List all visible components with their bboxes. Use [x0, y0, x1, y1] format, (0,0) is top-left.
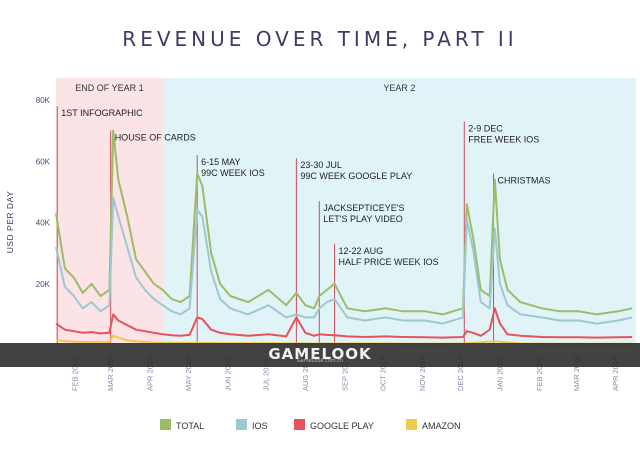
annotation-text-0-0: 1ST INFOGRAPHIC: [61, 108, 143, 118]
legend-label-1: IOS: [252, 421, 268, 431]
period-header-0: [56, 78, 163, 96]
annotation-text-6-0: 2-9 DEC: [468, 123, 503, 133]
annotation-text-3-1: 99C WEEK GOOGLE PLAY: [300, 171, 412, 181]
series-line-google-play: [55, 307, 633, 339]
legend-swatch-3: [406, 419, 417, 430]
annotation-text-7-0: CHRISTMAS: [498, 176, 551, 186]
period-header-1: [162, 78, 636, 96]
period-label-1: YEAR 2: [383, 83, 415, 93]
period-label-0: END OF YEAR 1: [75, 83, 143, 93]
annotation-text-2-0: 6-15 MAY: [201, 157, 240, 167]
x-tick-label-1: MAR 2015: [106, 356, 115, 391]
x-tick-label-12: FEB 2016: [535, 358, 544, 391]
x-tick-label-6: AUG 2015: [301, 356, 310, 391]
legend-swatch-1: [236, 419, 247, 430]
x-tick-label-11: JAN 2016: [495, 358, 504, 391]
annotation-text-4-1: LET'S PLAY VIDEO: [323, 214, 402, 224]
x-tick-label-9: NOV 2015: [418, 356, 427, 391]
x-tick-label-5: JUL 2015: [261, 359, 270, 391]
x-tick-label-13: MAR 2016: [572, 356, 581, 391]
chart-title: REVENUE OVER TIME, PART II: [122, 27, 518, 51]
series-line-ios: [55, 197, 633, 325]
y-tick-label-1: 40K: [36, 219, 51, 228]
x-tick-label-4: JUN 2015: [223, 358, 232, 391]
legend-label-2: GOOGLE PLAY: [310, 421, 374, 431]
annotation-text-5-1: HALF PRICE WEEK IOS: [339, 257, 439, 267]
x-tick-label-0: FEB 2015: [71, 358, 80, 391]
x-tick-label-8: OCT 2015: [378, 357, 387, 391]
y-tick-label-3: 80K: [36, 96, 51, 105]
x-tick-label-10: DEC 2015: [456, 356, 465, 391]
legend-swatch-2: [294, 419, 305, 430]
legend-label-3: AMAZON: [422, 421, 461, 431]
annotation-text-6-1: FREE WEEK IOS: [468, 134, 539, 144]
annotation-text-1-0: HOUSE OF CARDS: [115, 133, 196, 143]
x-tick-label-2: APR 2015: [146, 357, 155, 391]
x-tick-label-14: APR 2016: [611, 357, 620, 391]
y-tick-label-2: 60K: [36, 157, 51, 166]
annotation-text-4-0: JACKSEPTICEYE'S: [323, 203, 404, 213]
y-tick-label-0: 20K: [36, 280, 51, 289]
x-tick-label-7: SEP 2015: [340, 357, 349, 391]
watermark-text: GAMELOOK: [268, 345, 372, 363]
legend-label-0: TOTAL: [176, 421, 204, 431]
y-axis-label: USD PER DAY: [5, 191, 15, 254]
annotation-text-5-0: 12-22 AUG: [339, 246, 384, 256]
watermark-banner: GAMELOOK GameLook.com.cn: [0, 343, 640, 367]
annotation-text-3-0: 23-30 JUL: [300, 160, 342, 170]
series-line-total: [55, 129, 633, 316]
annotation-text-2-1: 99C WEEK IOS: [201, 168, 265, 178]
watermark-subtext: GameLook.com.cn: [296, 358, 344, 364]
legend-swatch-0: [160, 419, 171, 430]
x-tick-label-3: MAY 2015: [184, 357, 193, 391]
